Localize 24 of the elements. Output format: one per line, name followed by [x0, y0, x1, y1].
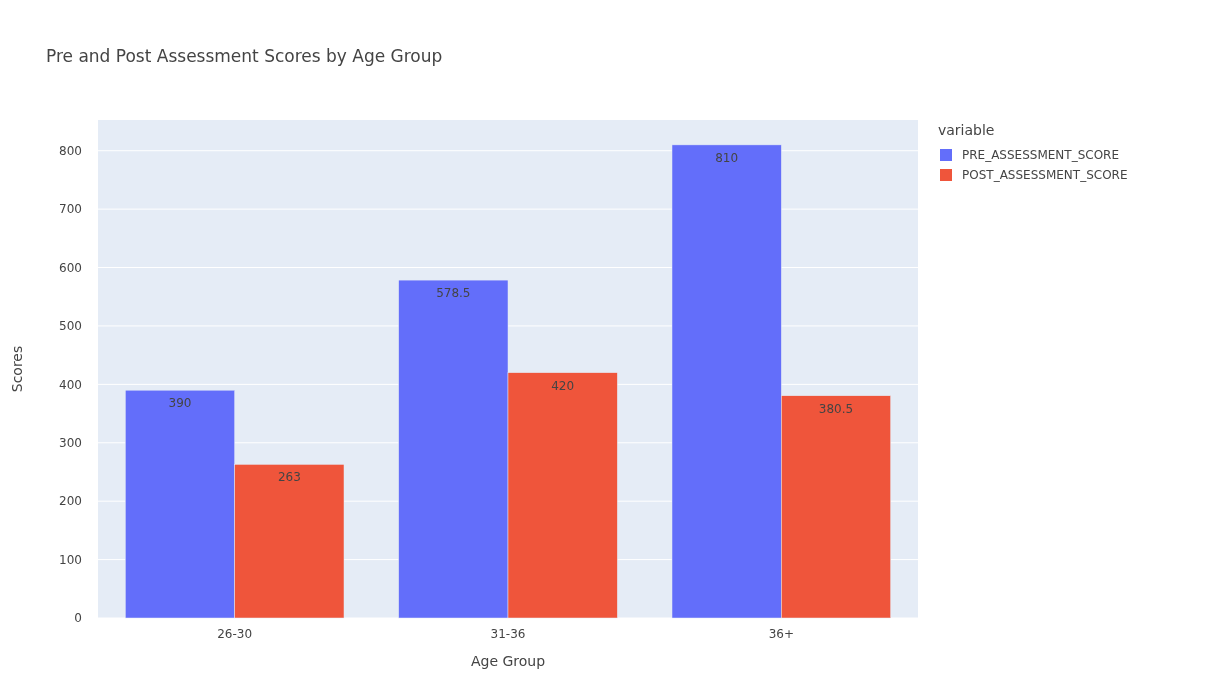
legend-title: variable [938, 122, 995, 138]
data-label: 263 [277, 470, 301, 485]
y-tick-label: 700 [59, 202, 82, 217]
x-tick-label: 26-30 [217, 627, 253, 641]
data-label: 390 [168, 396, 192, 411]
y-tick-label: 500 [59, 319, 82, 334]
data-label: 578.5 [436, 286, 471, 301]
x-tick-label: 36+ [768, 627, 794, 641]
x-axis-title: Age Group [470, 653, 546, 669]
y-axis-title: Scores [9, 345, 25, 393]
data-label: 380.5 [818, 401, 854, 416]
y-tick-label: 200 [59, 494, 82, 509]
legend-label: POST_ASSESSMENT_SCORE [962, 168, 1128, 183]
chart-title: Pre and Post Assessment Scores by Age Group [46, 46, 443, 66]
y-tick-label: 600 [59, 260, 82, 275]
x-tick-label: 31-36 [490, 627, 526, 641]
legend-label: PRE_ASSESSMENT_SCORE [962, 148, 1120, 163]
y-tick-label: 0 [74, 611, 82, 626]
data-label: 810 [715, 150, 739, 165]
data-label: 420 [551, 378, 575, 393]
y-tick-label: 400 [59, 377, 82, 392]
y-tick-label: 800 [59, 143, 82, 158]
y-tick-label: 300 [59, 435, 82, 450]
y-tick-label: 100 [59, 552, 82, 567]
